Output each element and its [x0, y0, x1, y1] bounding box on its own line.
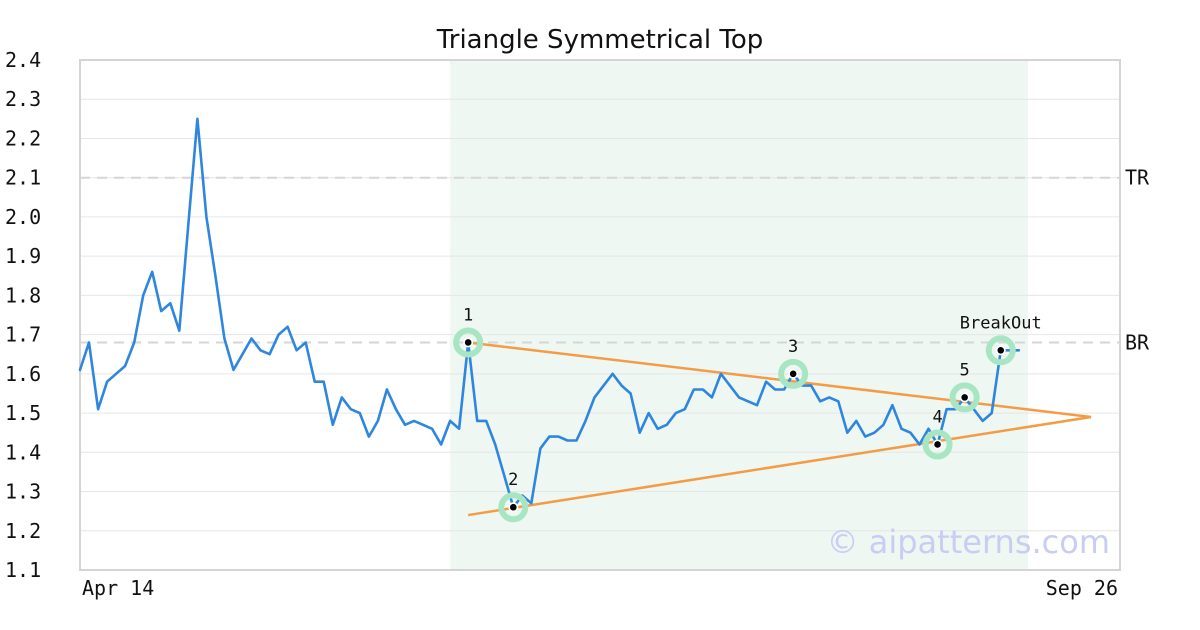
pivot-dot-1 — [464, 339, 472, 346]
y-tick-label: 2.4 — [5, 48, 41, 72]
y-tick-label: 1.4 — [5, 440, 41, 464]
y-tick-label: 1.9 — [5, 244, 41, 268]
pivot-label-5: 5 — [960, 360, 970, 380]
pivot-label-1: 1 — [463, 305, 473, 325]
pivot-halo-5 — [949, 382, 980, 413]
y-tick-label: 1.6 — [5, 362, 41, 386]
level-label-tr: TR — [1125, 166, 1150, 190]
pivot-dot-3 — [789, 370, 797, 378]
pivot-dot-breakout — [997, 347, 1005, 354]
pivot-dot-4 — [934, 441, 941, 448]
pivot-label-breakout: BreakOut — [960, 313, 1042, 333]
y-tick-label: 1.7 — [5, 323, 41, 347]
y-tick-label: 1.8 — [5, 283, 41, 307]
y-tick-label: 1.2 — [5, 519, 41, 543]
y-tick-label: 1.3 — [5, 480, 41, 504]
y-tick-label: 2.3 — [5, 87, 41, 111]
trendline-2 — [467, 415, 1092, 517]
chart-title: Triangle Symmetrical Top — [436, 25, 764, 55]
pivot-halo-1 — [453, 327, 484, 358]
x-tick-label-end: Sep 26 — [1046, 576, 1118, 600]
plot-frame — [79, 59, 1121, 571]
pivot-dot-2 — [509, 503, 517, 511]
y-tick-label: 2.1 — [5, 166, 41, 190]
x-tick-label-start: Apr 14 — [82, 576, 154, 600]
pivot-label-4: 4 — [932, 407, 942, 427]
pivot-label-3: 3 — [788, 337, 798, 357]
series-line-1 — [78, 117, 1021, 509]
pivot-halo-breakout — [985, 335, 1016, 366]
pattern-region — [450, 60, 1028, 570]
pivot-halo-2 — [498, 492, 529, 523]
y-tick-label: 1.5 — [5, 401, 41, 425]
level-label-br: BR — [1125, 330, 1150, 354]
pivot-halo-3 — [778, 358, 809, 389]
y-tick-label: 1.1 — [5, 558, 41, 582]
y-tick-label: 2.0 — [5, 205, 41, 229]
pivot-label-2: 2 — [508, 470, 518, 490]
pivot-halo-4 — [922, 429, 953, 460]
y-tick-label: 2.2 — [5, 126, 41, 150]
pivot-dot-5 — [961, 394, 968, 401]
watermark: © aipatterns.com — [827, 523, 1110, 561]
